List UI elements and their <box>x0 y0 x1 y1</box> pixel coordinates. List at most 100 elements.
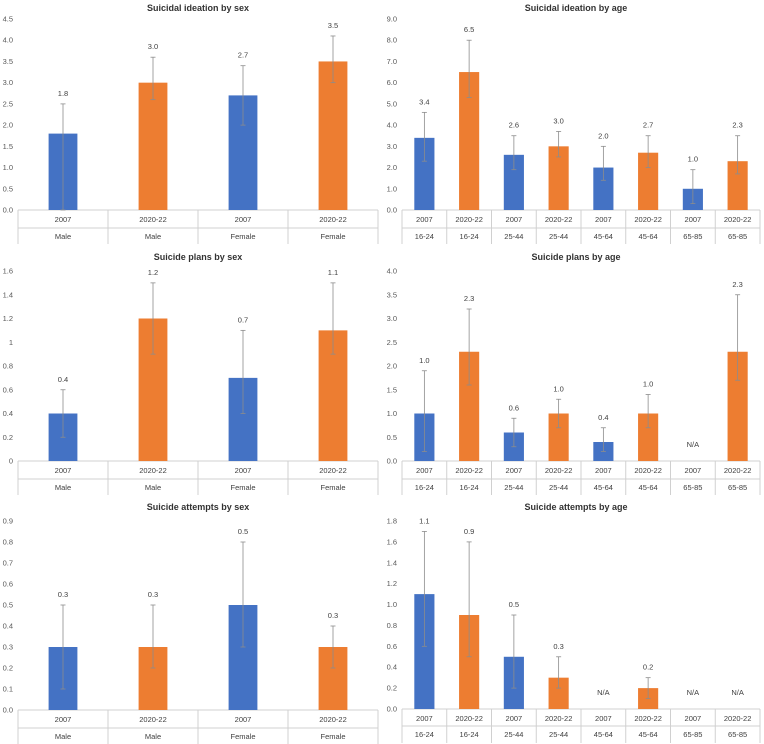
bar <box>459 615 480 709</box>
bar <box>548 413 569 461</box>
data-label: 3.0 <box>148 42 158 51</box>
x-group-label: 65-85 <box>728 730 747 739</box>
x-category-label: 2020-22 <box>545 215 573 224</box>
data-label: 0.5 <box>238 527 248 536</box>
y-tick-label: 1.6 <box>3 267 13 276</box>
x-group-label: 25-44 <box>504 730 523 739</box>
x-category-label: 2020-22 <box>139 466 167 475</box>
data-label: N/A <box>687 440 700 449</box>
chart-title: Suicide plans by sex <box>154 252 243 262</box>
x-group-label: 45-64 <box>594 483 613 492</box>
y-tick-label: 0.0 <box>387 457 397 466</box>
data-label: 2.7 <box>643 121 653 130</box>
chart-ideation-by-sex: Suicidal ideation by sex 0.0 0.5 1.0 1.5 2.0… <box>0 0 382 246</box>
data-label: 3.5 <box>328 21 338 30</box>
x-group-label: 65-85 <box>683 232 702 241</box>
bar <box>503 154 524 210</box>
data-label: 0.7 <box>238 315 248 324</box>
x-group-label: 45-64 <box>594 232 613 241</box>
data-label: 1.1 <box>328 268 338 277</box>
x-category-label: 2007 <box>416 714 433 723</box>
chart-svg-plans-by-age: Suicide plans by age 0.0 0.5 1.0 1.5 2.0 2.5 3… <box>387 252 761 495</box>
y-tick-label: 1.6 <box>387 537 397 546</box>
data-label: 0.4 <box>58 375 68 384</box>
x-category-label: 2020-22 <box>455 714 483 723</box>
data-label: 0.4 <box>598 413 608 422</box>
bar <box>548 677 569 709</box>
bar <box>638 152 659 210</box>
y-tick-label: 0.8 <box>3 538 13 547</box>
x-category-label: 2020-22 <box>724 466 752 475</box>
chart-svg-attempts-by-sex: Suicide attempts by sex 0.0 0.1 0.2 0.3 0.4 0… <box>3 502 379 744</box>
y-tick-label: 0.0 <box>387 705 397 714</box>
y-tick-label: 2.0 <box>3 121 13 130</box>
y-tick-label: 1.5 <box>387 385 397 394</box>
bar <box>318 61 348 210</box>
x-category-label: 2020-22 <box>455 466 483 475</box>
x-category-label: 2007 <box>55 466 72 475</box>
x-group-label: Female <box>230 732 255 741</box>
y-tick-label: 4.0 <box>3 36 13 45</box>
chart-ideation-by-age: Suicidal ideation by age 0.0 1.0 2.0 3.0 4.0… <box>382 0 764 246</box>
x-category-label: 2007 <box>685 466 702 475</box>
x-category-label: 2007 <box>685 215 702 224</box>
x-category-label: 2007 <box>416 466 433 475</box>
data-label: 0.3 <box>328 611 338 620</box>
chart-attempts-by-sex: Suicide attempts by sex 0.0 0.1 0.2 0.3 0.4 0… <box>0 496 382 744</box>
x-category-label: 2007 <box>55 215 72 224</box>
x-group-label: Female <box>320 232 345 241</box>
y-tick-label: 1.0 <box>387 184 397 193</box>
y-tick-label: 0.6 <box>3 385 13 394</box>
data-label: 2.7 <box>238 51 248 60</box>
x-group-label: 25-44 <box>549 730 568 739</box>
data-label: 0.2 <box>643 663 653 672</box>
x-group-label: 65-85 <box>683 730 702 739</box>
x-category-label: 2020-22 <box>319 715 347 724</box>
x-group-label: 16-24 <box>415 232 434 241</box>
y-tick-label: 1.4 <box>387 558 397 567</box>
y-tick-label: 0.1 <box>3 685 13 694</box>
y-tick-label: 3.5 <box>3 57 13 66</box>
x-group-label: Male <box>145 483 161 492</box>
data-label: 0.3 <box>148 590 158 599</box>
y-tick-label: 1.0 <box>3 163 13 172</box>
x-group-label: 16-24 <box>460 483 479 492</box>
data-label: N/A <box>731 688 744 697</box>
data-label: 0.3 <box>58 590 68 599</box>
x-category-label: 2007 <box>55 715 72 724</box>
x-group-label: Female <box>230 483 255 492</box>
y-tick-label: 0.7 <box>3 559 13 568</box>
y-tick-label: 0.8 <box>387 621 397 630</box>
x-category-label: 2020-22 <box>724 714 752 723</box>
x-category-label: 2007 <box>506 215 523 224</box>
y-tick-label: 1.0 <box>387 600 397 609</box>
data-label: 2.0 <box>598 131 608 140</box>
x-group-label: Female <box>320 483 345 492</box>
x-group-label: Female <box>230 232 255 241</box>
y-tick-label: 0.6 <box>3 580 13 589</box>
x-category-label: 2007 <box>595 714 612 723</box>
y-tick-label: 4.5 <box>3 15 13 24</box>
x-category-label: 2007 <box>595 215 612 224</box>
y-tick-label: 3.0 <box>387 314 397 323</box>
x-group-label: Male <box>55 232 71 241</box>
bar <box>727 161 748 210</box>
data-label: 3.0 <box>553 116 563 125</box>
y-tick-label: 0.0 <box>387 206 397 215</box>
y-tick-label: 2.5 <box>387 338 397 347</box>
bar <box>459 72 480 210</box>
x-category-label: 2020-22 <box>634 714 662 723</box>
data-label: 0.5 <box>509 600 519 609</box>
y-tick-label: 1 <box>9 338 13 347</box>
x-category-label: 2020-22 <box>724 215 752 224</box>
x-group-label: 65-85 <box>728 483 747 492</box>
data-label: 0.6 <box>509 403 519 412</box>
y-tick-label: 0.5 <box>3 601 13 610</box>
y-tick-label: 1.2 <box>3 314 13 323</box>
y-tick-label: 3.0 <box>387 142 397 151</box>
bar <box>138 82 168 210</box>
data-label: N/A <box>687 688 700 697</box>
chart-svg-plans-by-sex: Suicide plans by sex 0 0.2 0.4 0.6 0.8 1 1.2 1.… <box>3 252 379 495</box>
x-group-label: 25-44 <box>504 232 523 241</box>
x-group-label: 45-64 <box>639 232 658 241</box>
